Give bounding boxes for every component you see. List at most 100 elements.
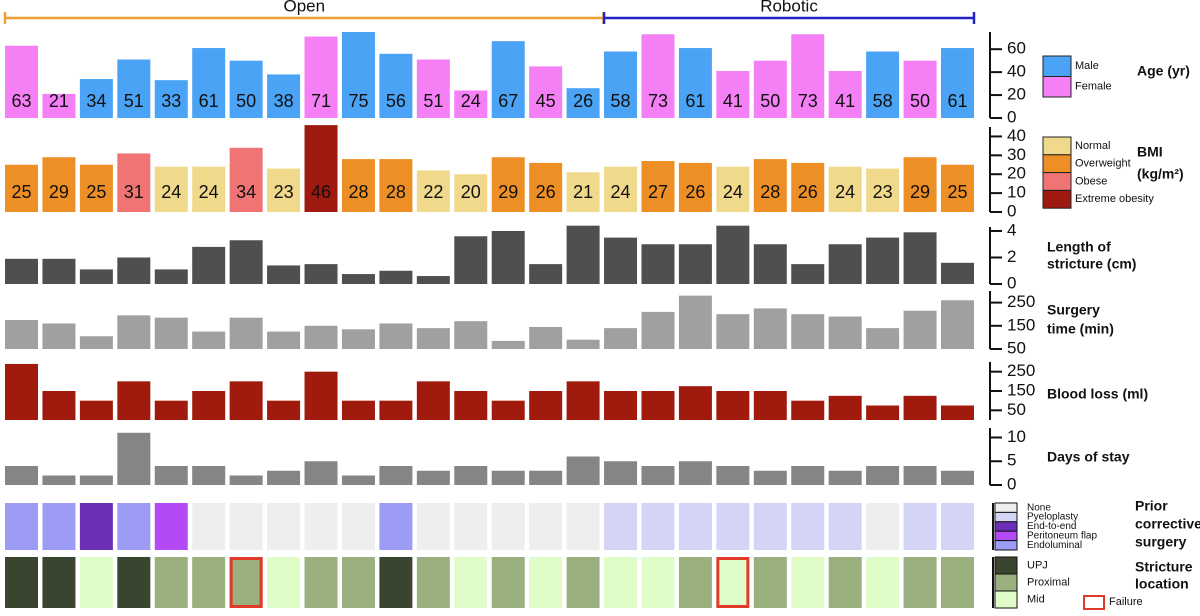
value-label: 51 [124, 91, 144, 111]
value-label: 21 [573, 182, 593, 202]
cell [5, 557, 38, 608]
bar [79, 164, 113, 212]
value-label: 58 [611, 91, 631, 111]
bar [828, 244, 862, 284]
cell [267, 503, 301, 550]
bar [566, 456, 600, 485]
bar [341, 32, 375, 118]
failure-outline [229, 557, 263, 608]
bar [753, 391, 787, 420]
cell [42, 503, 76, 550]
value-label: 26 [685, 182, 705, 202]
cell [866, 557, 900, 608]
bar [117, 153, 151, 212]
bar [154, 317, 188, 349]
value-label: 23 [274, 182, 294, 202]
group-label: Robotic [760, 0, 818, 15]
bar [941, 164, 974, 212]
bar [941, 262, 974, 284]
bar [154, 269, 188, 284]
bar [753, 244, 787, 284]
bar [791, 264, 825, 284]
bar [566, 381, 600, 420]
bar [42, 93, 76, 118]
bar [491, 41, 525, 118]
y-tick-label: 40 [1007, 126, 1026, 145]
bar [566, 225, 600, 284]
cell [341, 557, 375, 608]
bar [454, 236, 488, 284]
panel-title: Prior [1135, 498, 1168, 514]
y-tick-label: 2 [1007, 247, 1016, 266]
y-tick-label: 250 [1007, 361, 1035, 380]
value-label: 51 [423, 91, 443, 111]
bar [791, 34, 825, 118]
bar [828, 470, 862, 485]
bar [491, 400, 525, 420]
bar [341, 274, 375, 284]
legend-swatch [994, 556, 1018, 575]
bar [454, 391, 488, 420]
y-tick-label: 0 [1007, 273, 1016, 292]
bar [866, 237, 900, 284]
y-tick-label: 50 [1007, 338, 1026, 357]
bar [866, 51, 900, 118]
cell [641, 557, 675, 608]
bar [604, 51, 638, 118]
bar [117, 432, 151, 485]
y-tick-label: 30 [1007, 145, 1026, 164]
value-label: 31 [124, 182, 144, 202]
value-label: 28 [760, 182, 780, 202]
bar [529, 391, 563, 420]
value-label: 24 [461, 91, 481, 111]
value-label: 50 [760, 91, 780, 111]
value-label: 20 [461, 182, 481, 202]
bar [716, 225, 750, 284]
value-label: 41 [723, 91, 743, 111]
bar [641, 161, 675, 212]
panel-title: Surgery [1047, 302, 1100, 318]
legend-swatch [994, 521, 1018, 532]
bar [641, 391, 675, 420]
cell [5, 503, 38, 550]
bar [5, 164, 38, 212]
bar [229, 475, 263, 485]
bar [5, 45, 38, 119]
bar [941, 300, 974, 349]
bar [42, 323, 76, 349]
cell [79, 557, 113, 608]
value-label: 29 [49, 182, 69, 202]
bar [267, 74, 301, 118]
value-label: 22 [423, 182, 443, 202]
bar [192, 331, 226, 349]
bar [716, 314, 750, 349]
panel-title: corrective [1135, 516, 1200, 532]
bar [866, 466, 900, 485]
legend-swatch [1042, 136, 1072, 156]
value-label: 71 [311, 91, 331, 111]
bar [791, 162, 825, 212]
y-tick-label: 150 [1007, 380, 1035, 399]
y-tick-label: 60 [1007, 39, 1026, 58]
bar [267, 331, 301, 349]
panel-title: Age (yr) [1137, 63, 1190, 79]
legend-label: Endoluminal [1027, 540, 1082, 551]
bar [529, 66, 563, 118]
panel-title: location [1135, 576, 1189, 592]
legend-label: UPJ [1027, 559, 1048, 571]
value-label: 26 [536, 182, 556, 202]
bar [416, 276, 450, 284]
bar [903, 157, 937, 212]
bar [304, 264, 338, 284]
value-label: 61 [947, 91, 967, 111]
cell [641, 503, 675, 550]
cell [529, 503, 563, 550]
bar [341, 475, 375, 485]
panel-title: Stricture [1135, 559, 1193, 575]
bar [604, 391, 638, 420]
y-tick-label: 0 [1007, 107, 1016, 126]
bar [192, 48, 226, 119]
bar [379, 323, 413, 349]
cell [604, 503, 638, 550]
